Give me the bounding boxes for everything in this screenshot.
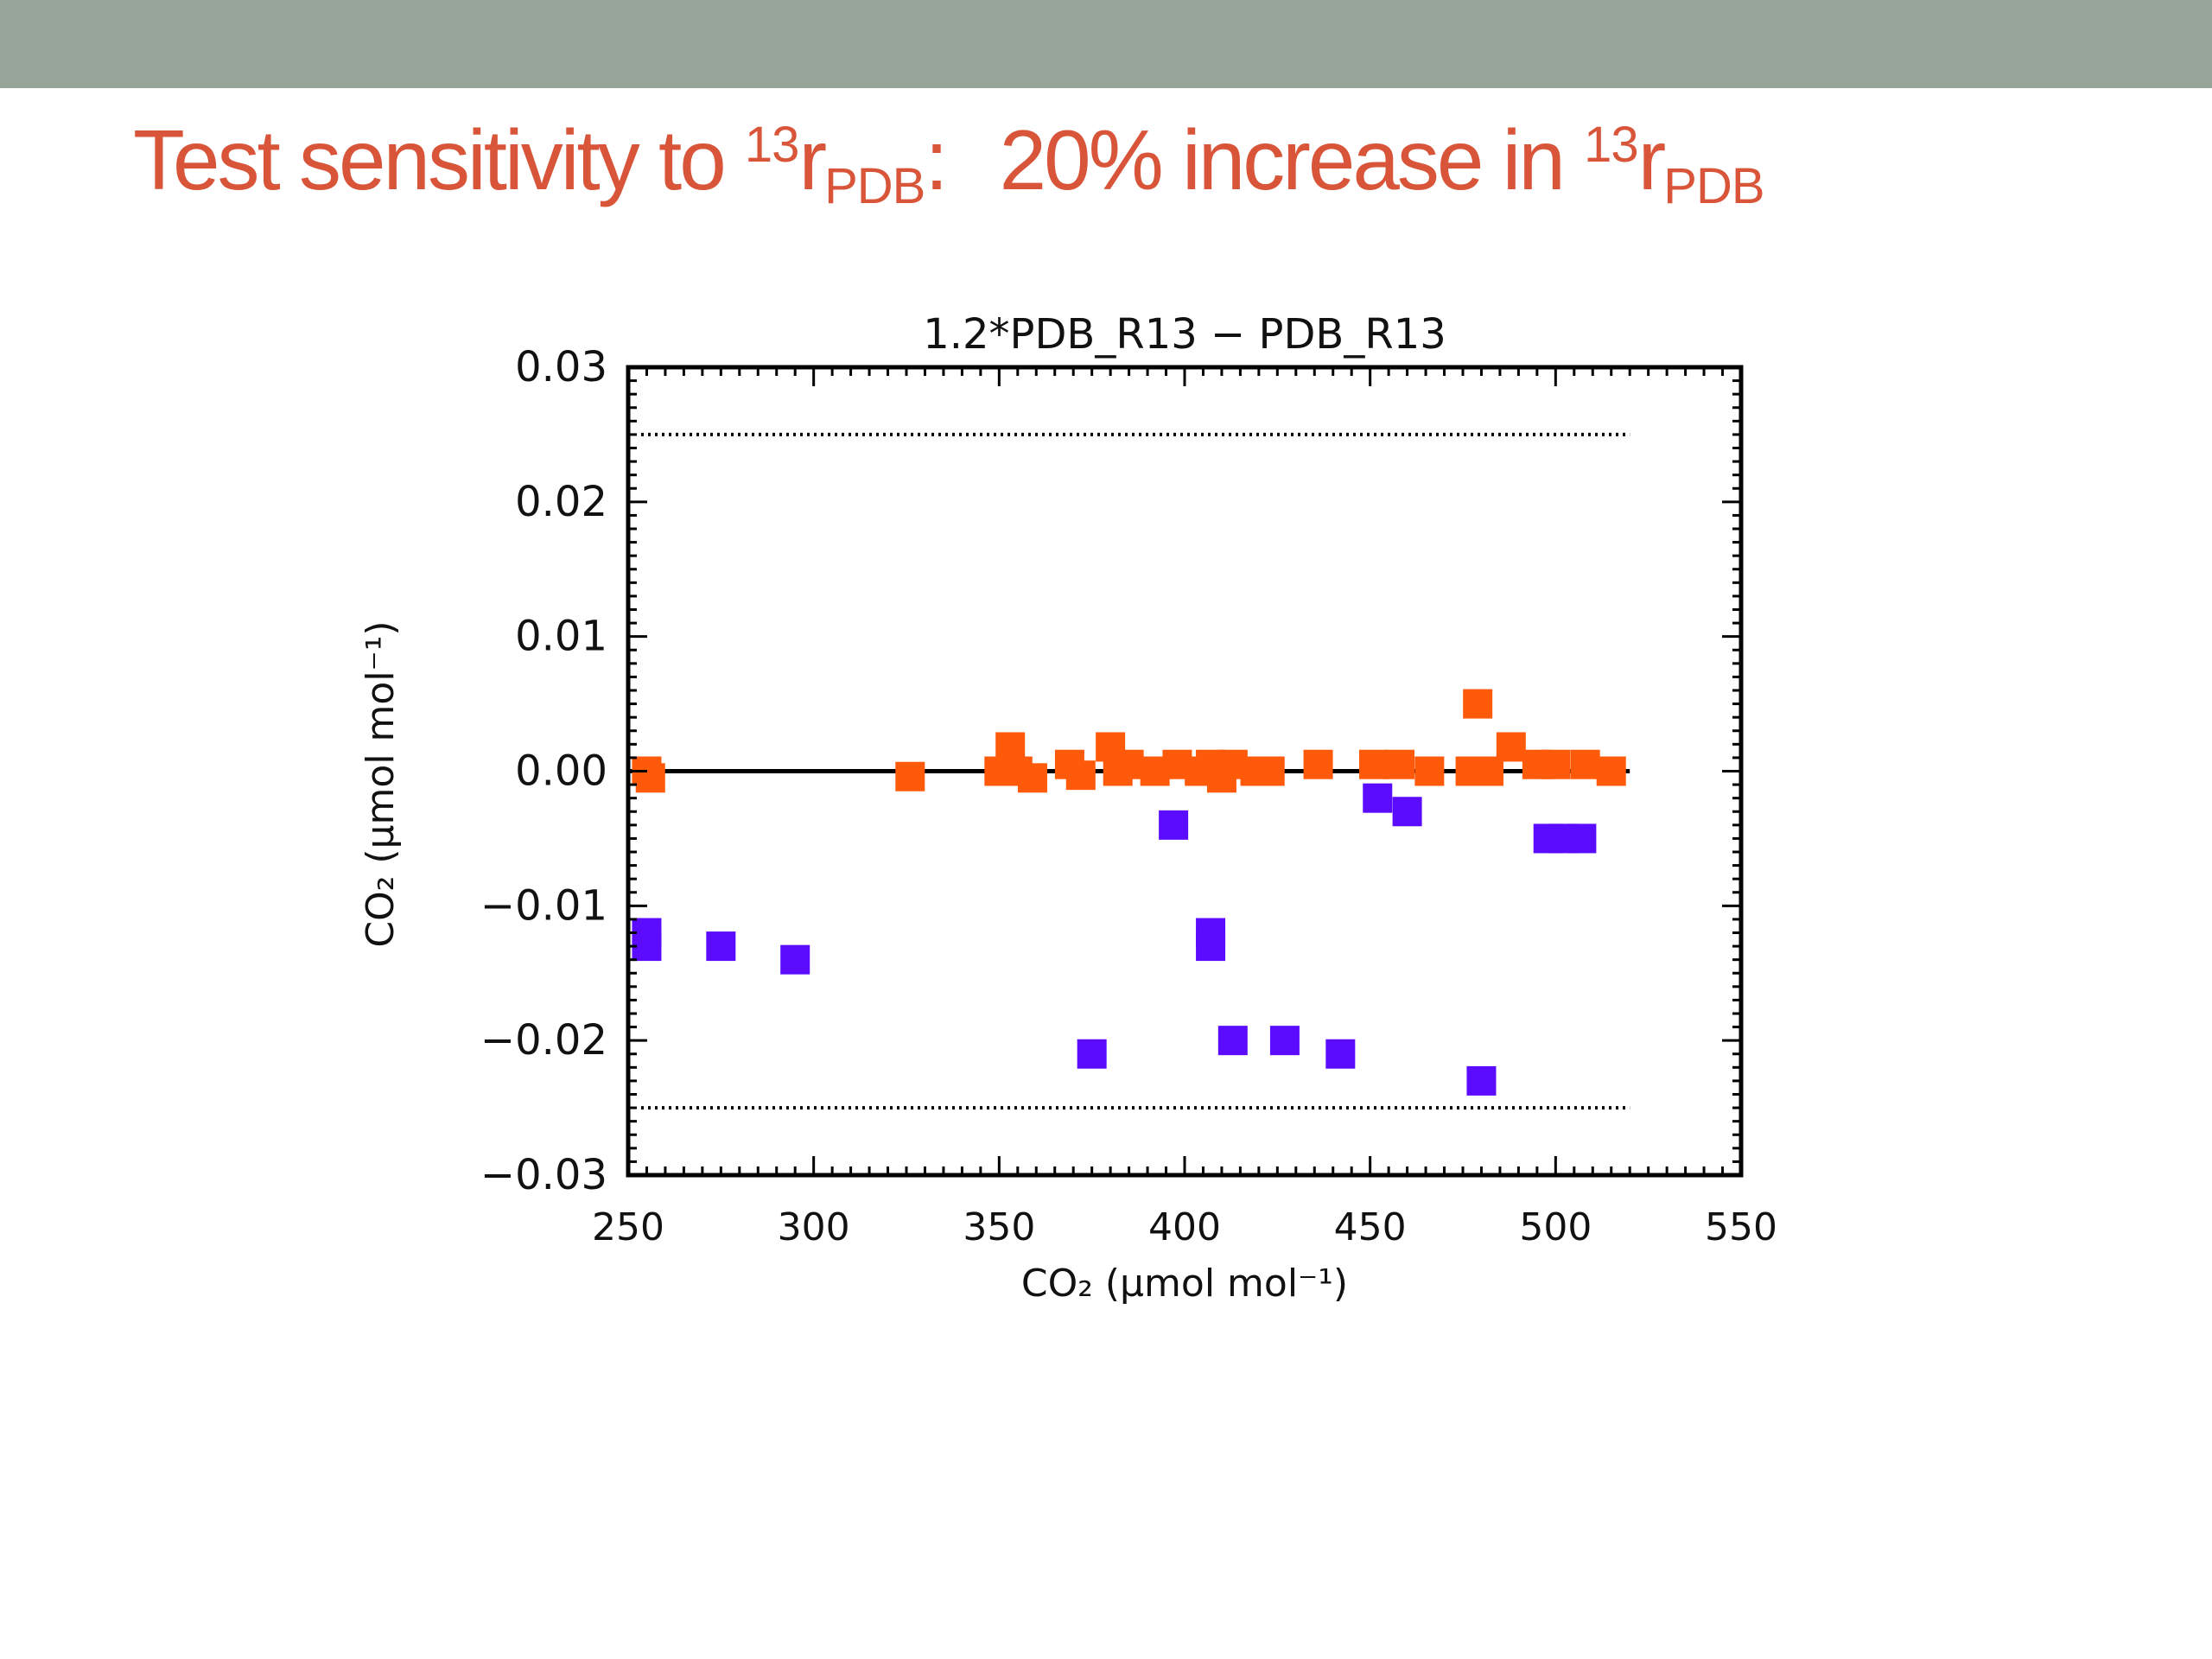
data-point-series1: [895, 761, 925, 791]
data-point-series1: [1541, 749, 1571, 779]
y-axis-label: CO₂ (μmol mol⁻¹): [359, 620, 403, 947]
data-point-series1: [1303, 749, 1333, 779]
data-point-series2: [780, 944, 810, 975]
data-point-series2: [1077, 1039, 1107, 1069]
x-tick-label: 450: [1334, 1205, 1407, 1249]
chart-title: 1.2*PDB_R13 − PDB_R13: [923, 310, 1446, 359]
data-point-series2: [1269, 1026, 1300, 1056]
title-text-part2: 20% increase in: [999, 112, 1585, 207]
data-point-series1: [1463, 689, 1493, 719]
title-superscript-1: 13: [744, 117, 800, 173]
title-r-1: r: [798, 112, 827, 207]
data-point-series1: [1255, 756, 1285, 786]
data-point-series2: [1567, 823, 1597, 854]
slide-title: Test sensitivity to 13rPDB: 20% increase …: [133, 104, 1765, 216]
data-point-series1: [1596, 756, 1626, 786]
y-tick-label: 0.03: [515, 343, 607, 391]
data-point-series2: [1466, 1065, 1497, 1096]
x-tick-label: 250: [592, 1205, 664, 1249]
data-point-series1: [1065, 760, 1096, 791]
x-tick-label: 350: [963, 1205, 1035, 1249]
data-point-series2: [632, 931, 662, 962]
title-r-2: r: [1637, 112, 1667, 207]
y-tick-label: 0.01: [515, 613, 607, 661]
data-point-series2: [706, 931, 736, 962]
data-point-series2: [1392, 797, 1422, 827]
data-point-series2: [1159, 810, 1189, 840]
data-point-series2: [1196, 931, 1226, 962]
title-superscript-2: 13: [1584, 117, 1639, 173]
data-point-series1: [995, 732, 1026, 762]
x-axis-label: CO₂ (μmol mol⁻¹): [1021, 1262, 1348, 1306]
title-subscript-1: PDB: [824, 158, 925, 214]
data-point-series1: [1385, 749, 1415, 779]
x-tick-label: 400: [1148, 1205, 1221, 1249]
data-point-series1: [1358, 749, 1389, 779]
data-point-series1: [1017, 763, 1047, 793]
data-point-series2: [1363, 783, 1393, 813]
y-tick-label: −0.03: [480, 1151, 607, 1199]
x-tick-label: 300: [778, 1205, 850, 1249]
title-text-part1: Test sensitivity to: [133, 112, 745, 207]
data-point-series1: [1496, 732, 1526, 762]
data-point-series1: [1114, 749, 1144, 779]
data-point-series2: [1217, 1026, 1248, 1056]
top-accent-bar: [0, 0, 2212, 88]
data-point-series1: [1570, 749, 1600, 779]
data-point-series2: [1325, 1039, 1356, 1069]
title-colon: :: [925, 112, 948, 207]
title-subscript-2: PDB: [1663, 158, 1764, 214]
y-tick-label: −0.01: [480, 881, 607, 930]
y-tick-label: 0.02: [515, 478, 607, 526]
x-tick-label: 550: [1705, 1205, 1777, 1249]
y-tick-label: −0.02: [480, 1016, 607, 1065]
data-point-series1: [1414, 756, 1445, 786]
y-tick-label: 0.00: [515, 747, 607, 796]
x-tick-label: 500: [1519, 1205, 1592, 1249]
data-point-series1: [635, 763, 665, 793]
